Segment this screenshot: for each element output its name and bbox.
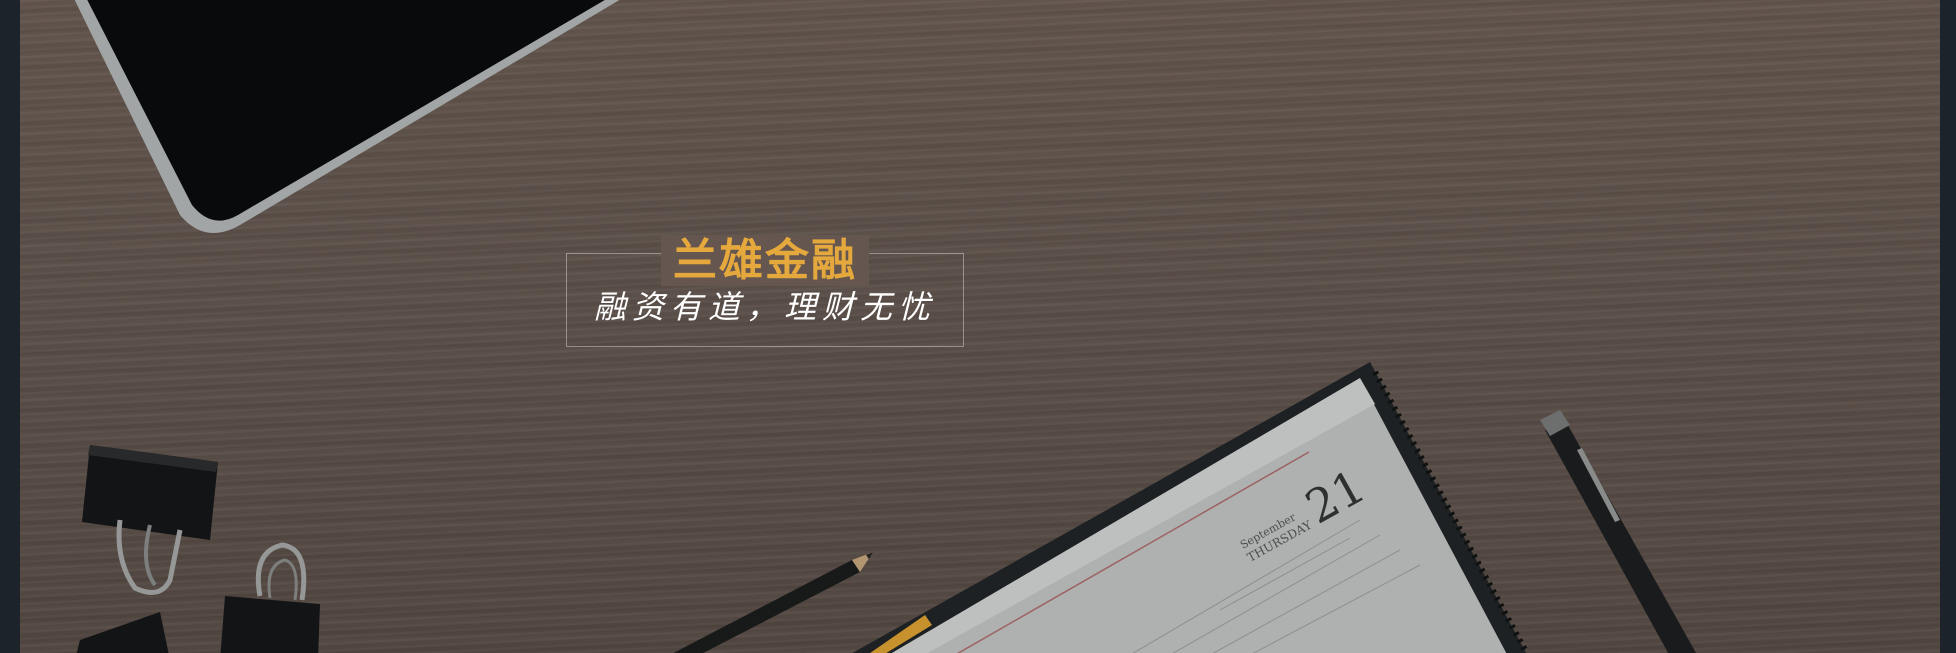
right-frame [1940, 0, 1956, 653]
brand-slogan: 融资有道，理财无忧 [593, 288, 936, 326]
diary-icon: September THURSDAY 21 [852, 362, 1528, 653]
left-frame [0, 0, 20, 653]
binder-clip-icon [220, 542, 320, 653]
brand-title: 兰雄金融 [565, 224, 965, 288]
binder-clip-icon [82, 445, 218, 595]
brand-name: 兰雄金融 [661, 235, 869, 286]
tablet-icon [74, 0, 620, 233]
binder-clip-icon [76, 612, 169, 653]
desk-photo: September THURSDAY 21 [74, 0, 1697, 653]
hero-banner: September THURSDAY 21 兰雄金融 融资有道，理财无忧 [20, 0, 1940, 653]
pen-icon [1540, 410, 1697, 653]
hero-overlay [20, 0, 1940, 653]
pencil-icon [673, 552, 873, 653]
